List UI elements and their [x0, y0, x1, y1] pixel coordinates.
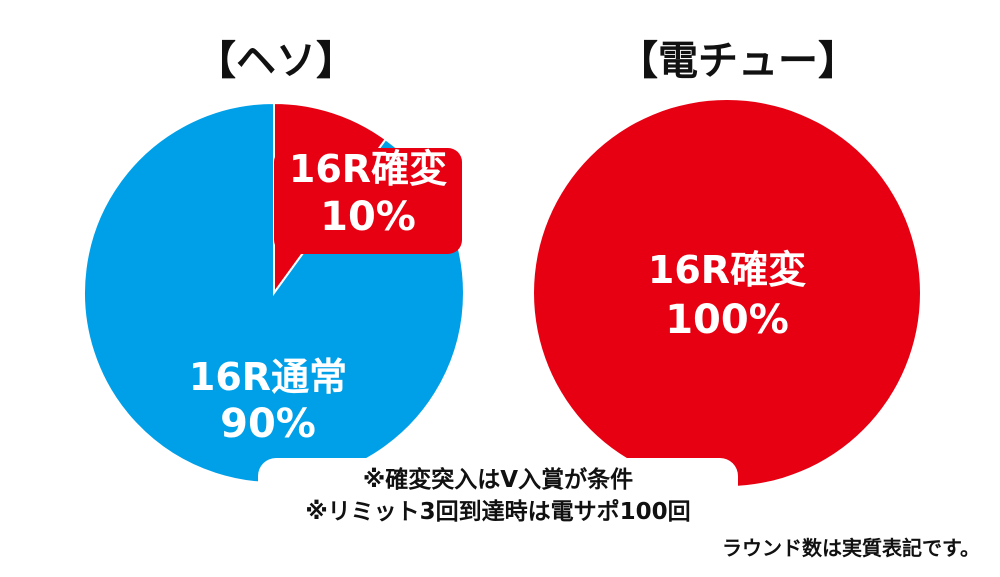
chart-1-label-1-badge: [274, 148, 462, 254]
notes-box: ※確変突入はV入賞が条件 ※リミット3回到達時は電サポ100回: [258, 458, 738, 532]
chart-1-label-2-percent: 90%: [220, 401, 316, 447]
chart-1-label-2-name: 16R通常: [189, 355, 347, 399]
chart-1-label-1-percent: 10%: [320, 194, 416, 240]
right-chart-title: 【電チュー】: [618, 38, 858, 84]
note-line-2: ※リミット3回到達時は電サポ100回: [305, 499, 691, 525]
left-chart-title: 【ヘソ】: [196, 38, 356, 84]
chart-2-label-1-percent: 100%: [665, 297, 789, 343]
chart-2-label-1-name: 16R確変: [648, 248, 806, 292]
chart-1-label-1-name: 16R確変: [289, 147, 447, 191]
chart-2-slice-1: [534, 100, 920, 486]
note-line-1: ※確変突入はV入賞が条件: [362, 467, 634, 493]
footnote: ラウンド数は実質表記です。: [722, 536, 980, 560]
